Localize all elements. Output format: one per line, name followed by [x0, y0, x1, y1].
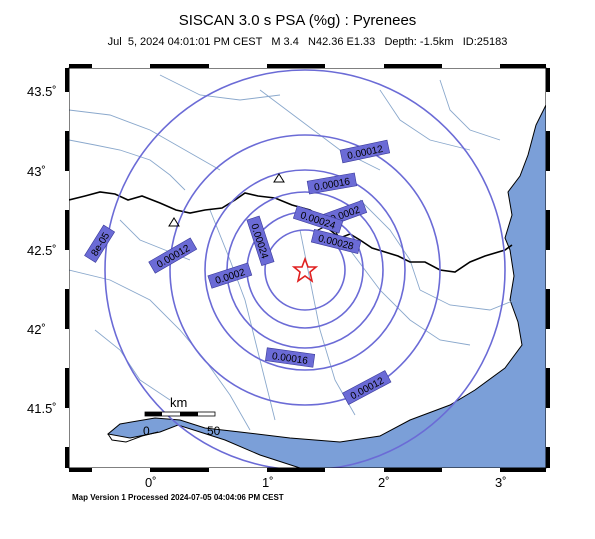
map-frame	[65, 64, 550, 472]
lat-tick-label: 42.5˚	[27, 243, 57, 258]
station-marker	[273, 173, 285, 183]
lon-tick-label: 3˚	[495, 475, 507, 490]
station-marker	[168, 217, 180, 227]
contour-label: 0.00016	[265, 347, 316, 368]
lat-tick-label: 43.5˚	[27, 84, 57, 99]
lon-tick-label: 1˚	[262, 475, 274, 490]
scale-bar	[144, 411, 216, 417]
scale-start: 0	[143, 424, 150, 438]
scale-end: 50	[207, 424, 221, 438]
processing-info: Map Version 1 Processed 2024-07-05 04:04…	[72, 493, 284, 502]
sea	[106, 68, 546, 468]
lat-tick-label: 41.5˚	[27, 401, 57, 416]
scale-unit: km	[170, 395, 188, 410]
lon-tick-label: 0˚	[145, 475, 157, 490]
event-info: Jul 5, 2024 04:01:01 PM CEST M 3.4 N42.3…	[107, 36, 508, 48]
map-title: SISCAN 3.0 s PSA (%g) : Pyrenees	[178, 12, 417, 29]
lat-tick-label: 43˚	[27, 164, 46, 179]
lat-tick-label: 42˚	[27, 322, 46, 337]
lon-tick-label: 2˚	[378, 475, 390, 490]
svg-text:0.00016: 0.00016	[271, 351, 309, 367]
epicenter-star	[291, 256, 319, 283]
